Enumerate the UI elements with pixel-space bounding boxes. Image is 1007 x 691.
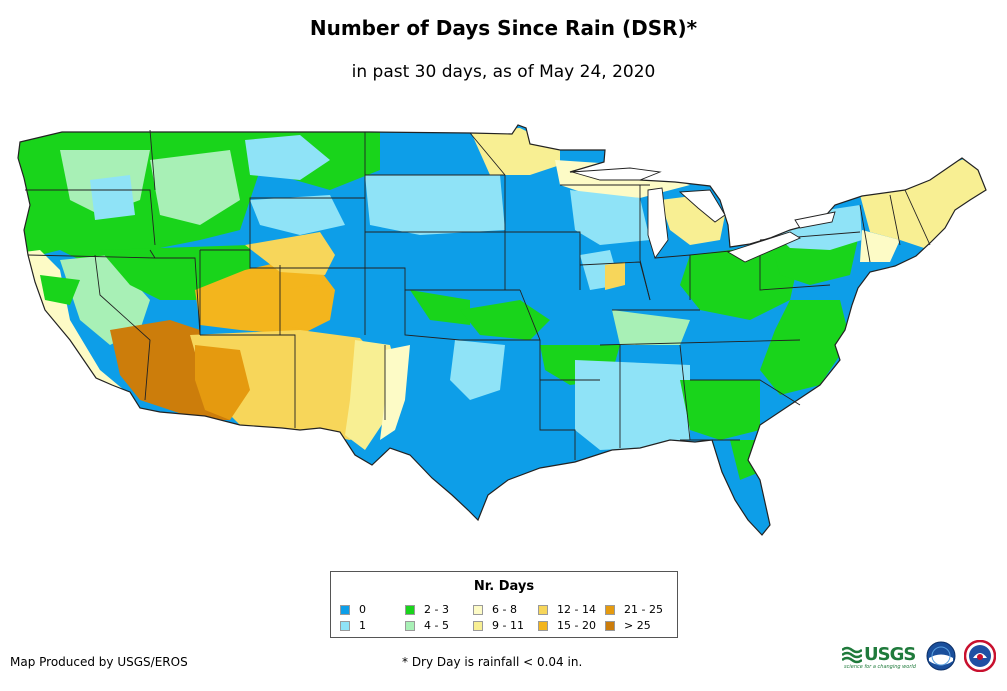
legend: Nr. Days 0 1 2 - 3 4 - 5 6 - 8 9 - 11 12… (330, 571, 678, 638)
usgs-tagline: science for a changing world (844, 664, 916, 670)
legend-item-8: 21 - 25 (605, 603, 663, 616)
legend-label: 12 - 14 (557, 603, 596, 616)
dry-day-footnote: * Dry Day is rainfall < 0.04 in. (402, 655, 583, 669)
usgs-wave-icon (842, 646, 862, 664)
legend-label: 15 - 20 (557, 619, 596, 632)
legend-item-6: 12 - 14 (538, 603, 596, 616)
legend-item-0: 0 (340, 603, 366, 616)
legend-swatch (340, 620, 350, 631)
legend-swatch (473, 604, 483, 615)
legend-item-3: 4 - 5 (405, 619, 449, 632)
map-credit: Map Produced by USGS/EROS (10, 655, 188, 669)
legend-item-4: 6 - 8 (473, 603, 517, 616)
legend-swatch (405, 604, 415, 615)
legend-item-5: 9 - 11 (473, 619, 524, 632)
legend-label: > 25 (624, 619, 651, 632)
map-subtitle: in past 30 days, as of May 24, 2020 (351, 62, 656, 82)
legend-item-9: > 25 (605, 619, 651, 632)
noaa-logo-icon (926, 641, 956, 671)
legend-label: 4 - 5 (424, 619, 449, 632)
legend-swatch (538, 620, 548, 631)
legend-swatch (605, 604, 615, 615)
legend-label: 6 - 8 (492, 603, 517, 616)
legend-swatch (405, 620, 415, 631)
map-title: Number of Days Since Rain (DSR)* (309, 16, 698, 40)
legend-swatch (605, 620, 615, 631)
legend-item-2: 2 - 3 (405, 603, 449, 616)
legend-label: 0 (359, 603, 366, 616)
usgs-wordmark: USGS (864, 643, 916, 665)
nws-logo-icon (964, 640, 996, 672)
great-lakes (571, 167, 836, 263)
usgs-logo: USGS (842, 641, 920, 667)
legend-item-7: 15 - 20 (538, 619, 596, 632)
rainfall-fill (18, 125, 986, 535)
legend-swatch (473, 620, 483, 631)
legend-label: 21 - 25 (624, 603, 663, 616)
state-borders (25, 129, 931, 460)
legend-swatch (538, 604, 548, 615)
legend-title: Nr. Days (473, 579, 535, 594)
legend-label: 1 (359, 619, 366, 632)
legend-label: 2 - 3 (424, 603, 449, 616)
legend-item-1: 1 (340, 619, 366, 632)
legend-label: 9 - 11 (492, 619, 524, 632)
legend-swatch (340, 604, 350, 615)
